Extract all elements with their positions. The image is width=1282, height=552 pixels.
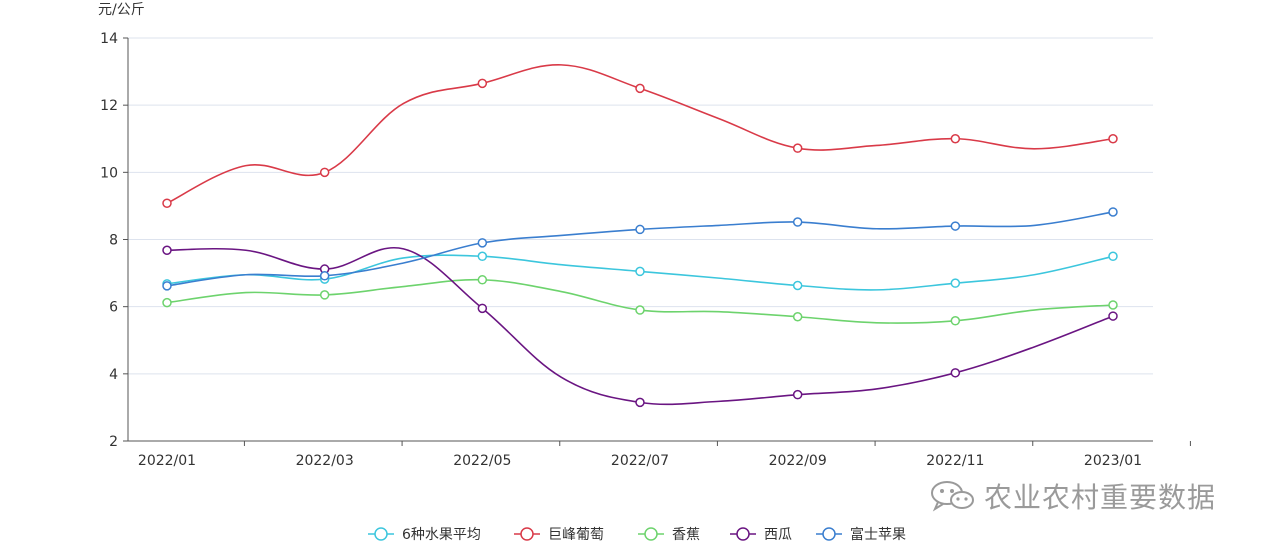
wechat-icon: [931, 481, 974, 512]
data-point: [162, 281, 172, 291]
y-tick-label: 14: [100, 31, 118, 47]
legend-marker: [822, 527, 836, 541]
data-point: [477, 238, 488, 248]
x-axis-ticks: 2022/01 2022/03 2022/05 2022/07 2022/09 2022/…: [138, 441, 1191, 469]
data-point: [950, 368, 961, 378]
data-point: [635, 224, 645, 235]
data-point: [635, 83, 645, 94]
data-point: [1108, 251, 1118, 262]
legend-item[interactable]: 6种水果平均: [368, 527, 481, 543]
series-line: [166, 278, 1114, 324]
data-point: [950, 316, 961, 326]
data-point: [950, 221, 961, 231]
x-tick-label: 2022/03: [296, 453, 354, 469]
x-tick-label: 2022/05: [453, 453, 511, 469]
legend-label: 富士苹果: [850, 526, 906, 543]
legend-marker: [520, 527, 534, 541]
legend-item[interactable]: 香蕉: [638, 527, 700, 543]
data-point: [319, 290, 330, 300]
watermark: 农业农村重要数据: [930, 476, 1216, 516]
legend-label: 巨峰葡萄: [548, 527, 604, 543]
x-tick-label: 2022/07: [611, 453, 669, 469]
y-axis-unit-label: 元/公斤: [98, 2, 145, 18]
watermark-text: 农业农村重要数据: [984, 481, 1217, 514]
data-point: [162, 198, 172, 208]
data-point: [477, 78, 488, 89]
grid-lines: [128, 37, 1153, 375]
legend-marker: [374, 527, 388, 541]
y-axis-ticks: 2 4 6 8 10 12 14: [100, 31, 128, 450]
data-point: [792, 311, 803, 322]
data-point: [792, 217, 803, 227]
data-point: [477, 303, 488, 314]
legend[interactable]: 6种水果平均 巨峰葡萄 香蕉 西瓜 富士苹果: [368, 526, 906, 543]
data-point: [1108, 134, 1118, 144]
legend-item[interactable]: 富士苹果: [816, 526, 906, 543]
data-point: [319, 271, 330, 281]
y-tick-label: 6: [109, 300, 118, 316]
y-tick-label: 12: [100, 98, 118, 114]
legend-item[interactable]: 巨峰葡萄: [514, 527, 604, 543]
data-point: [162, 297, 172, 308]
x-tick-label: 2023/01: [1084, 453, 1142, 469]
series-lines: [166, 64, 1114, 406]
data-point: [792, 389, 803, 400]
legend-marker: [736, 527, 750, 541]
y-tick-label: 10: [100, 165, 118, 181]
legend-label: 6种水果平均: [402, 527, 481, 543]
data-point: [792, 280, 803, 291]
y-tick-label: 2: [109, 434, 118, 450]
data-point: [635, 397, 645, 408]
data-point: [1108, 311, 1118, 321]
data-point: [792, 143, 803, 153]
y-tick-label: 4: [109, 367, 118, 383]
x-tick-label: 2022/09: [769, 453, 827, 469]
data-point: [635, 266, 645, 277]
data-point: [162, 245, 172, 255]
x-tick-label: 2022/11: [926, 453, 984, 469]
data-point: [950, 134, 961, 144]
series-points: [162, 78, 1118, 408]
data-point: [635, 305, 645, 315]
data-point: [477, 275, 488, 285]
legend-marker: [644, 527, 658, 541]
y-tick-label: 8: [109, 233, 118, 249]
legend-item[interactable]: 西瓜: [730, 527, 792, 543]
data-point: [950, 278, 961, 288]
data-point: [477, 251, 488, 262]
legend-label: 香蕉: [672, 527, 700, 543]
x-tick-label: 2022/01: [138, 453, 196, 469]
legend-label: 西瓜: [764, 527, 792, 543]
data-point: [319, 167, 330, 178]
data-point: [1108, 300, 1118, 310]
data-point: [1108, 207, 1118, 217]
